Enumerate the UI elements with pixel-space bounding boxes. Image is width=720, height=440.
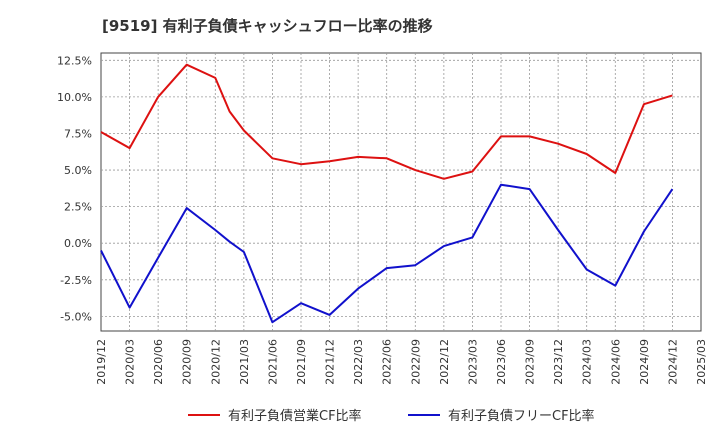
x-tick-label: 2024/12 [666, 339, 679, 385]
y-tick-label: 7.5% [64, 127, 92, 140]
series-line-2 [100, 183, 674, 324]
x-tick-label: 2022/12 [438, 339, 451, 385]
x-tick-label: 2021/12 [324, 339, 337, 385]
x-tick-label: 2023/12 [552, 339, 565, 385]
x-tick-label: 2022/06 [381, 339, 394, 385]
series-line-1 [100, 63, 673, 180]
x-tick-label: 2023/06 [495, 339, 508, 385]
y-tick-label: -5.0% [60, 310, 92, 323]
x-tick-label: 2020/06 [152, 339, 165, 385]
y-tick-label: 2.5% [64, 201, 92, 214]
chart-title: [9519] 有利子負債キャッシュフロー比率の推移 [102, 17, 433, 35]
y-tick-label: 5.0% [64, 164, 92, 177]
x-tick-label: 2021/06 [266, 339, 279, 385]
y-axis: 12.5% 10.0% 7.5% 5.0% 2.5% 0.0% -2.5% -5.0% [57, 54, 92, 323]
x-tick-label: 2024/06 [609, 339, 622, 385]
plot-area [100, 52, 702, 332]
x-tick-label: 2022/03 [352, 339, 365, 385]
grid-lines [101, 53, 701, 331]
x-tick-label: 2021/03 [238, 339, 251, 385]
x-tick-label: 2025/03 [695, 339, 708, 385]
x-tick-label: 2020/09 [181, 339, 194, 385]
legend-label-2: 有利子負債フリーCF比率 [448, 408, 595, 424]
x-tick-label: 2022/09 [409, 339, 422, 385]
x-tick-label: 2023/09 [524, 339, 537, 385]
x-tick-label: 2020/03 [124, 339, 137, 385]
y-tick-label: 0.0% [64, 237, 92, 250]
x-tick-label: 2024/09 [638, 339, 651, 385]
legend: 有利子負債営業CF比率 有利子負債フリーCF比率 [188, 408, 595, 424]
x-tick-label: 2023/03 [466, 339, 479, 385]
x-axis: 2019/12 2020/03 2020/06 2020/09 2020/12 2021/… [95, 339, 708, 385]
legend-label-1: 有利子負債営業CF比率 [228, 408, 362, 424]
y-tick-label: 10.0% [57, 91, 92, 104]
x-tick-label: 2024/03 [581, 339, 594, 385]
y-tick-label: -2.5% [60, 274, 92, 287]
x-tick-label: 2021/09 [295, 339, 308, 385]
series-lines [100, 63, 674, 324]
x-tick-label: 2019/12 [95, 339, 108, 385]
y-tick-label: 12.5% [57, 54, 92, 67]
x-tick-label: 2020/12 [209, 339, 222, 385]
